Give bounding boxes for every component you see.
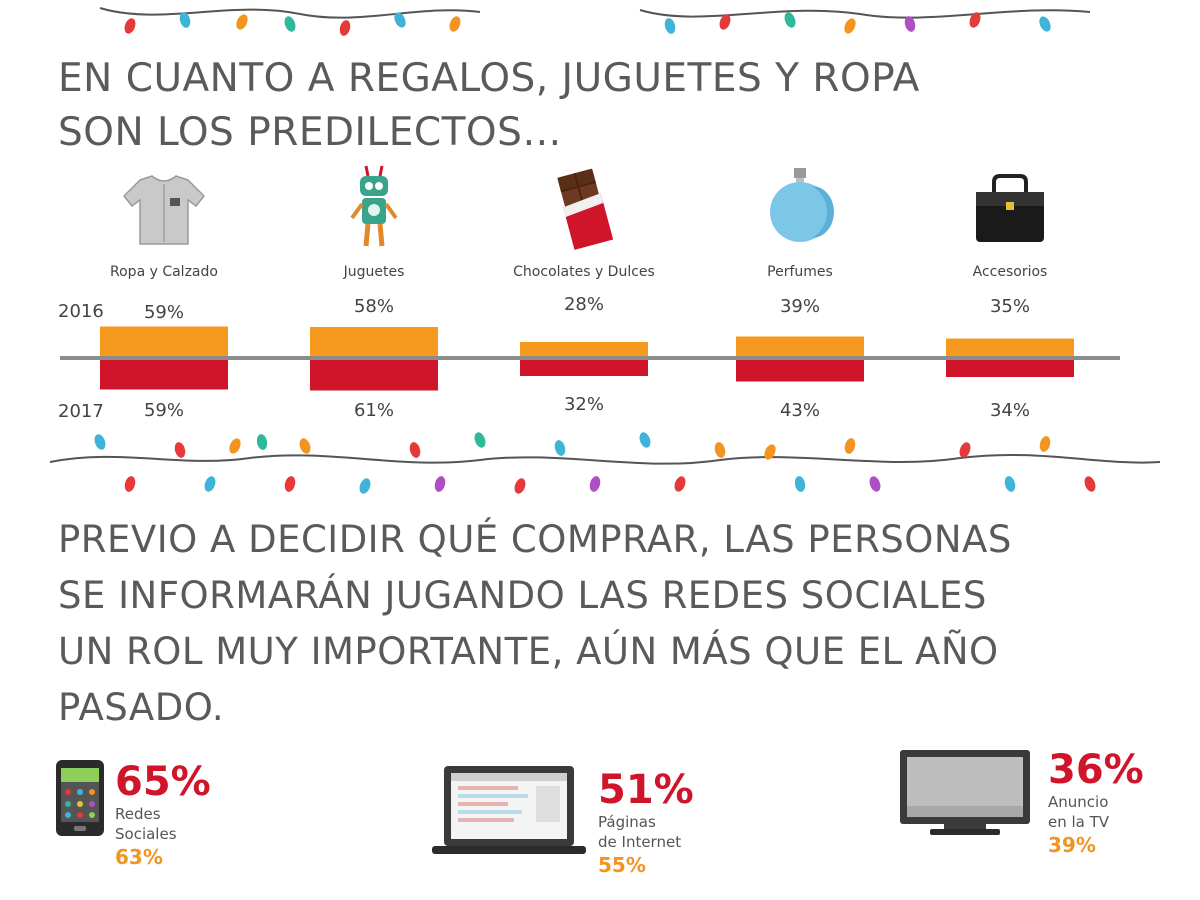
bar-2017-0 (100, 360, 228, 390)
stat-label: de Internet (598, 833, 682, 851)
bar-2016-1 (310, 327, 438, 356)
string-lights-middle (49, 432, 1161, 494)
smartphone-icon (56, 760, 104, 836)
string-lights-top (99, 7, 1091, 36)
bar-2016-4 (946, 338, 1074, 356)
stat-label: Páginas (598, 813, 656, 831)
stat-label: Anuncio (1048, 793, 1109, 811)
data-label-2017: 43% (780, 400, 820, 421)
headline-top-line: SON LOS PREDILECTOS… (58, 110, 562, 155)
bar-2016-0 (100, 326, 228, 356)
bar-2016-2 (520, 342, 648, 356)
category-label: Chocolates y Dulces (513, 264, 655, 280)
headline-bottom: PREVIO A DECIDIR QUÉ COMPRAR, LAS PERSON… (58, 512, 1012, 736)
stat-label: Redes (115, 805, 161, 823)
stat-value-2016: 63% (115, 845, 163, 869)
stat-value-2017: 65% (115, 759, 211, 805)
data-label-2017: 59% (144, 400, 184, 421)
data-label-2017: 61% (354, 400, 394, 421)
headline-bottom-line: SE INFORMARÁN JUGANDO LAS REDES SOCIALES (58, 574, 987, 617)
bulb-icon (124, 12, 1051, 36)
bar-2017-3 (736, 360, 864, 382)
data-label-2016: 59% (144, 302, 184, 323)
data-label-2017: 34% (990, 400, 1030, 421)
bar-2016-3 (736, 336, 864, 356)
data-label-2016: 28% (564, 294, 604, 315)
bar-2017-1 (310, 360, 438, 391)
bar-2017-4 (946, 360, 1074, 377)
headline-bottom-line: UN ROL MUY IMPORTANTE, AÚN MÁS QUE EL AÑ… (58, 630, 999, 673)
stat-value-2016: 39% (1048, 833, 1096, 857)
category-label: Accesorios (973, 264, 1048, 280)
stat-anuncio-tv: 36% Anuncio en la TV 39% (1048, 748, 1144, 858)
data-label-2016: 35% (990, 296, 1030, 317)
handbag-icon (976, 174, 1044, 242)
category-label: Juguetes (343, 264, 405, 280)
data-label-2017: 32% (564, 394, 604, 415)
data-label-2016: 58% (354, 296, 394, 317)
shirt-icon (122, 175, 206, 245)
headline-bottom-line: PREVIO A DECIDIR QUÉ COMPRAR, LAS PERSON… (58, 518, 1012, 561)
perfume-icon (770, 168, 834, 242)
robot-icon (350, 165, 398, 247)
series-name-2017: 2017 (58, 401, 104, 422)
data-label-2016: 39% (780, 296, 820, 317)
gift-preference-chart: 2016 2017 Ropa y Calzado Juguetes Chocolat… (58, 165, 1120, 422)
bulb-icon (94, 432, 1096, 494)
stat-value-2017: 51% (598, 767, 694, 813)
headline-top-line: EN CUANTO A REGALOS, JUGUETES Y ROPA (58, 56, 920, 101)
stat-redes-sociales: 65% Redes Sociales 63% (115, 760, 211, 870)
series-name-2016: 2016 (58, 301, 104, 322)
stat-value-2016: 55% (598, 853, 646, 877)
laptop-icon (432, 766, 586, 854)
stat-value-2017: 36% (1048, 747, 1144, 793)
category-label: Perfumes (767, 264, 833, 280)
tv-icon (900, 750, 1030, 835)
stat-label: en la TV (1048, 813, 1110, 831)
headline-top: EN CUANTO A REGALOS, JUGUETES Y ROPA SON… (58, 52, 920, 160)
chocolate-icon (557, 168, 614, 250)
category-label: Ropa y Calzado (110, 264, 218, 280)
stat-label: Sociales (115, 825, 177, 843)
bar-2017-2 (520, 360, 648, 376)
stat-paginas-internet: 51% Páginas de Internet 55% (598, 768, 694, 878)
headline-bottom-line: PASADO. (58, 686, 225, 729)
